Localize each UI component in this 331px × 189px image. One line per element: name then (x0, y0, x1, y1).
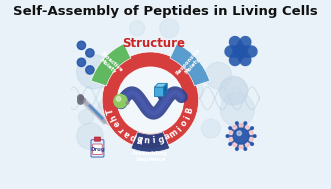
Text: a: a (163, 132, 172, 142)
Text: e: e (112, 119, 122, 128)
Circle shape (236, 122, 238, 125)
Text: r: r (117, 124, 126, 133)
Text: Drug: Drug (90, 147, 105, 152)
Circle shape (86, 49, 94, 57)
Circle shape (226, 135, 229, 137)
Circle shape (244, 122, 247, 125)
Circle shape (219, 77, 248, 105)
Text: g: g (136, 134, 144, 145)
Circle shape (77, 58, 85, 67)
Circle shape (229, 124, 254, 148)
Text: T: T (106, 107, 116, 115)
FancyBboxPatch shape (154, 87, 164, 96)
Polygon shape (154, 83, 167, 87)
Circle shape (205, 62, 232, 89)
Circle shape (160, 19, 179, 38)
Text: Responsive
Moiety: Responsive Moiety (175, 48, 206, 80)
Circle shape (254, 135, 256, 137)
Circle shape (78, 110, 94, 125)
Wedge shape (102, 52, 199, 148)
Circle shape (86, 66, 94, 74)
Text: a: a (122, 128, 132, 139)
Circle shape (229, 143, 231, 145)
Circle shape (77, 41, 85, 50)
Text: B: B (184, 107, 195, 115)
Circle shape (126, 101, 129, 104)
Text: i: i (175, 125, 183, 133)
Text: m: m (168, 127, 180, 139)
FancyBboxPatch shape (94, 137, 101, 141)
Text: o: o (178, 119, 189, 128)
Circle shape (77, 55, 111, 89)
FancyBboxPatch shape (93, 144, 102, 155)
Circle shape (97, 98, 120, 121)
Circle shape (237, 131, 242, 136)
Circle shape (130, 21, 145, 36)
Wedge shape (170, 44, 210, 86)
Circle shape (229, 127, 231, 129)
Circle shape (117, 97, 121, 101)
Wedge shape (131, 132, 170, 152)
Circle shape (114, 94, 127, 108)
Text: Bioactive
Moiety: Bioactive Moiety (96, 51, 124, 77)
Text: y: y (136, 134, 144, 144)
Circle shape (251, 143, 254, 145)
Text: h: h (108, 113, 119, 122)
Circle shape (244, 148, 247, 150)
Text: g: g (157, 134, 165, 145)
Circle shape (184, 81, 203, 100)
Text: Assembling
Sequence: Assembling Sequence (132, 151, 168, 162)
Circle shape (220, 93, 254, 127)
Text: p: p (129, 132, 138, 142)
Circle shape (233, 128, 249, 144)
Polygon shape (164, 83, 167, 96)
Text: i: i (183, 114, 192, 121)
Circle shape (201, 119, 220, 138)
Circle shape (117, 67, 183, 133)
Circle shape (236, 148, 238, 150)
Circle shape (251, 127, 254, 129)
Circle shape (77, 123, 103, 149)
Text: Structure: Structure (122, 37, 185, 50)
Text: n: n (144, 136, 150, 145)
Text: i: i (152, 136, 156, 145)
Text: Self-Assembly of Peptides in Living Cells: Self-Assembly of Peptides in Living Cell… (13, 5, 318, 18)
FancyBboxPatch shape (91, 140, 104, 157)
Wedge shape (91, 44, 131, 86)
